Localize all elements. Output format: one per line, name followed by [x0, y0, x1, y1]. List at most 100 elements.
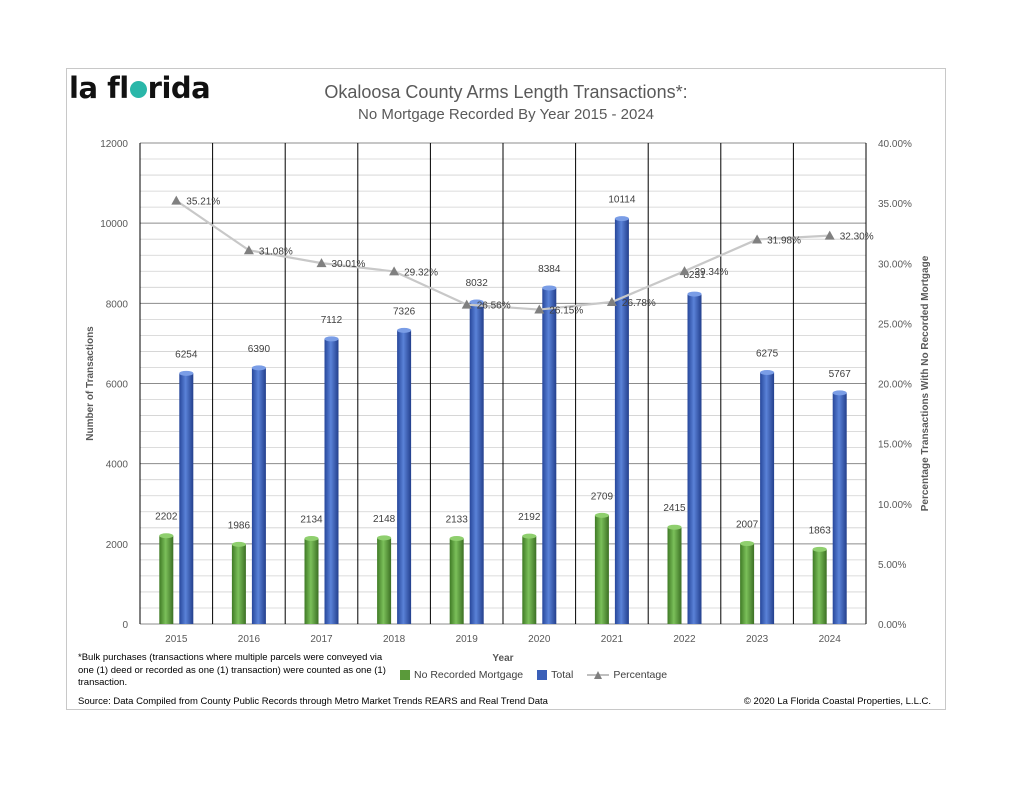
chart-legend: No Recorded Mortgage Total Percentage [400, 669, 667, 681]
bar-no-recorded-mortgage [812, 549, 827, 624]
bar-cap-green [449, 536, 464, 542]
y-tick-label: 10000 [100, 219, 128, 230]
bar-cap-blue [469, 299, 484, 305]
y2-tick-label: 10.00% [878, 500, 912, 511]
bar-total [614, 218, 629, 624]
y2-tick-label: 5.00% [878, 560, 906, 571]
data-label-no-recorded-mortgage: 2415 [663, 503, 686, 514]
bar-total [687, 294, 702, 624]
data-label-no-recorded-mortgage: 2134 [300, 514, 323, 525]
data-label-percentage: 29.34% [695, 267, 729, 278]
marker-percentage-triangle [679, 266, 690, 276]
y-tick-label: 2000 [106, 540, 129, 551]
y-tick-label: 6000 [106, 380, 129, 391]
x-axis-title: Year [492, 653, 513, 664]
data-label-total: 6254 [175, 349, 198, 360]
data-label-total: 6390 [248, 344, 271, 355]
legend-swatch-green [400, 670, 410, 680]
y-tick-label: 4000 [106, 460, 129, 471]
legend-item-total: Total [537, 669, 573, 681]
bar-cap-green [740, 541, 755, 547]
la-florida-logo: la fl rida [69, 71, 211, 105]
data-label-no-recorded-mortgage: 2709 [591, 491, 614, 502]
bar-cap-blue [760, 369, 775, 375]
data-label-total: 8231 [683, 270, 706, 281]
data-label-total: 6275 [756, 348, 779, 359]
logo-text-end: rida [147, 71, 211, 105]
legend-label: No Recorded Mortgage [414, 669, 524, 681]
bar-total [832, 392, 847, 624]
x-tick-label: 2015 [165, 634, 188, 645]
chart-subtitle: No Mortgage Recorded By Year 2015 - 2024 [357, 106, 655, 123]
bar-no-recorded-mortgage [594, 515, 609, 624]
x-tick-label: 2017 [310, 634, 333, 645]
bar-total [251, 367, 266, 624]
data-label-no-recorded-mortgage: 2192 [518, 512, 541, 523]
x-tick-label: 2022 [673, 634, 696, 645]
y2-tick-label: 40.00% [878, 139, 912, 150]
y2-tick-label: 35.00% [878, 199, 912, 210]
legend-label: Percentage [613, 669, 668, 681]
data-label-percentage: 30.01% [332, 259, 366, 270]
data-label-no-recorded-mortgage: 1986 [228, 520, 251, 531]
bar-total [760, 372, 775, 624]
legend-swatch-blue [537, 670, 548, 680]
bar-cap-green [159, 533, 174, 539]
bar-cap-blue [251, 365, 266, 371]
bar-no-recorded-mortgage [159, 535, 174, 624]
bar-no-recorded-mortgage [667, 527, 682, 624]
y2-axis-title: Percentage Transactions With No Recorded… [920, 255, 931, 511]
bar-total [179, 373, 194, 624]
data-label-percentage: 26.78% [622, 298, 656, 309]
bar-total [542, 287, 557, 624]
marker-percentage-triangle [534, 304, 545, 314]
y2-tick-label: 0.00% [878, 620, 906, 631]
data-label-no-recorded-mortgage: 2202 [155, 512, 178, 523]
marker-percentage-triangle [316, 258, 327, 268]
bar-cap-blue [687, 291, 702, 297]
data-label-percentage: 32.30% [840, 232, 874, 243]
bar-total [469, 302, 484, 624]
x-tick-label: 2021 [601, 634, 624, 645]
chart-title: Okaloosa County Arms Length Transactions… [324, 82, 688, 102]
x-tick-label: 2016 [238, 634, 261, 645]
marker-percentage-triangle [461, 299, 472, 309]
copyright-note: © 2020 La Florida Coastal Properties, L.… [743, 696, 931, 707]
data-label-no-recorded-mortgage: 2148 [373, 514, 396, 525]
source-note: Source: Data Compiled from County Public… [78, 696, 548, 707]
bar-cap-green [667, 524, 682, 530]
legend-item-no-recorded-mortgage: No Recorded Mortgage [400, 669, 523, 681]
data-label-total: 5767 [829, 369, 852, 380]
marker-percentage-triangle [389, 266, 400, 276]
bar-cap-blue [397, 327, 412, 333]
logo-text-start: la fl [69, 71, 129, 105]
data-label-percentage: 26.56% [477, 301, 511, 312]
bar-cap-green [594, 512, 609, 518]
data-label-percentage: 35.21% [186, 197, 220, 208]
bar-cap-green [522, 533, 537, 539]
x-tick-label: 2024 [819, 634, 842, 645]
bar-no-recorded-mortgage [522, 536, 537, 624]
data-label-no-recorded-mortgage: 2007 [736, 520, 759, 531]
x-tick-label: 2020 [528, 634, 551, 645]
marker-percentage-triangle [824, 230, 835, 240]
bar-cap-blue [324, 336, 339, 342]
y2-tick-label: 30.00% [878, 259, 912, 270]
data-label-total: 8032 [466, 278, 489, 289]
y-tick-label: 0 [122, 620, 128, 631]
data-label-no-recorded-mortgage: 2133 [446, 515, 469, 526]
marker-percentage-triangle [752, 234, 763, 244]
marker-percentage-triangle [606, 296, 617, 306]
legend-item-percentage: Percentage [587, 669, 667, 681]
bar-no-recorded-mortgage [740, 543, 755, 624]
bar-no-recorded-mortgage [231, 544, 246, 624]
bar-cap-green [231, 541, 246, 547]
y-tick-label: 12000 [100, 139, 128, 150]
bar-cap-blue [179, 370, 194, 376]
footnote: *Bulk purchases (transactions where mult… [78, 652, 386, 688]
y-axis-title: Number of Transactions [85, 326, 96, 441]
series-line-percentage [175, 199, 830, 311]
bar-cap-blue [832, 390, 847, 396]
bar-cap-green [377, 535, 392, 541]
